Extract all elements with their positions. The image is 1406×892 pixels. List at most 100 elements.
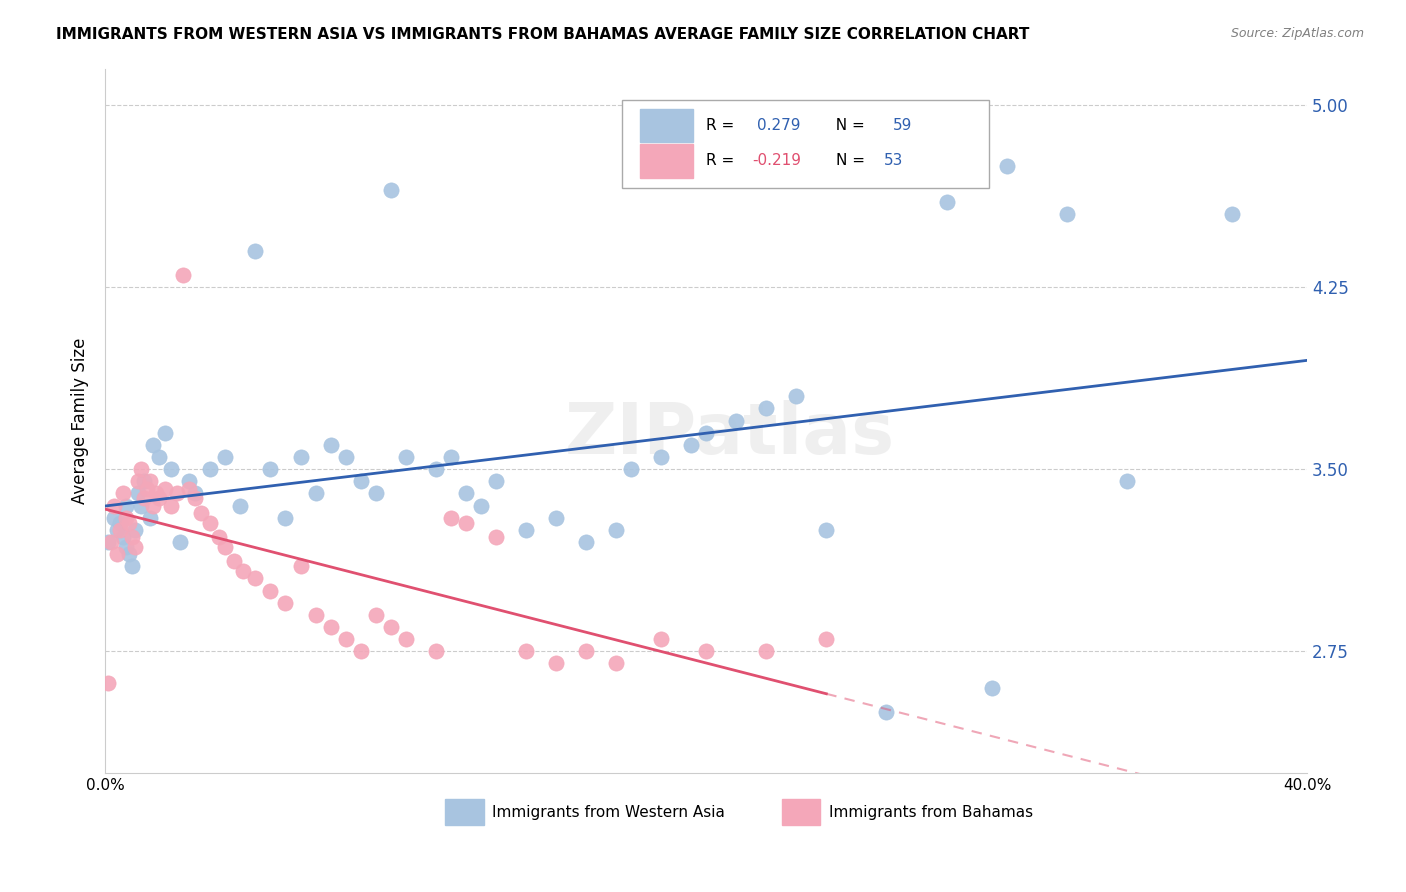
- Point: [100, 535, 122, 549]
- Point: [425, 462, 447, 476]
- Point: [160, 499, 183, 513]
- Point: [118, 547, 141, 561]
- Point: [115, 510, 138, 524]
- Text: 59: 59: [893, 118, 912, 133]
- Point: [97, 675, 120, 690]
- Point: [319, 620, 342, 634]
- Point: [755, 644, 778, 658]
- Point: [274, 510, 297, 524]
- Point: [115, 540, 138, 554]
- Point: [224, 554, 246, 568]
- Point: [485, 475, 508, 489]
- Point: [124, 540, 146, 554]
- Text: Immigrants from Western Asia: Immigrants from Western Asia: [492, 805, 725, 820]
- Point: [259, 462, 281, 476]
- Point: [184, 491, 207, 506]
- Point: [245, 571, 267, 585]
- Point: [155, 425, 177, 440]
- Text: N =: N =: [827, 118, 870, 133]
- Point: [139, 510, 162, 524]
- Point: [214, 450, 236, 464]
- Point: [364, 607, 387, 622]
- Text: IMMIGRANTS FROM WESTERN ASIA VS IMMIGRANTS FROM BAHAMAS AVERAGE FAMILY SIZE CORR: IMMIGRANTS FROM WESTERN ASIA VS IMMIGRAN…: [56, 27, 1029, 42]
- Point: [304, 486, 326, 500]
- Point: [214, 540, 236, 554]
- Point: [103, 510, 125, 524]
- Point: [364, 486, 387, 500]
- Point: [103, 499, 125, 513]
- Point: [454, 486, 477, 500]
- Point: [148, 491, 170, 506]
- Point: [290, 559, 312, 574]
- Text: R =: R =: [706, 118, 740, 133]
- Text: N =: N =: [837, 153, 870, 169]
- Point: [380, 183, 402, 197]
- Point: [395, 632, 418, 646]
- Point: [179, 482, 201, 496]
- Text: R =: R =: [706, 153, 740, 169]
- Point: [470, 499, 492, 513]
- Point: [650, 632, 672, 646]
- Point: [245, 244, 267, 258]
- Point: [274, 596, 297, 610]
- Point: [875, 705, 897, 719]
- Point: [935, 195, 957, 210]
- Point: [190, 506, 212, 520]
- Point: [112, 530, 135, 544]
- Point: [155, 482, 177, 496]
- Point: [148, 450, 170, 464]
- Point: [110, 523, 132, 537]
- FancyBboxPatch shape: [621, 100, 988, 188]
- Point: [105, 547, 128, 561]
- Point: [142, 499, 165, 513]
- Point: [349, 475, 371, 489]
- Point: [425, 644, 447, 658]
- Point: [200, 516, 222, 530]
- Point: [349, 644, 371, 658]
- Point: [136, 482, 159, 496]
- Point: [97, 535, 120, 549]
- Point: [319, 438, 342, 452]
- FancyBboxPatch shape: [640, 144, 693, 178]
- Point: [124, 523, 146, 537]
- Point: [440, 510, 463, 524]
- Text: ZIPatlas: ZIPatlas: [565, 401, 896, 469]
- Text: 0.279: 0.279: [756, 118, 800, 133]
- Point: [139, 475, 162, 489]
- Point: [229, 499, 252, 513]
- FancyBboxPatch shape: [446, 799, 484, 825]
- Point: [169, 535, 191, 549]
- Point: [166, 486, 188, 500]
- Point: [695, 425, 717, 440]
- Point: [184, 486, 207, 500]
- Point: [112, 486, 135, 500]
- Text: Source: ZipAtlas.com: Source: ZipAtlas.com: [1230, 27, 1364, 40]
- Point: [695, 644, 717, 658]
- Y-axis label: Average Family Size: Average Family Size: [72, 337, 89, 504]
- Point: [129, 462, 152, 476]
- Point: [232, 564, 254, 578]
- Point: [544, 510, 567, 524]
- Point: [544, 657, 567, 671]
- Point: [575, 535, 598, 549]
- Point: [515, 523, 537, 537]
- Point: [815, 632, 838, 646]
- Point: [290, 450, 312, 464]
- Point: [395, 450, 418, 464]
- Text: Immigrants from Bahamas: Immigrants from Bahamas: [828, 805, 1033, 820]
- Point: [995, 159, 1018, 173]
- Point: [121, 530, 143, 544]
- Point: [620, 462, 643, 476]
- Point: [118, 516, 141, 530]
- Point: [145, 486, 167, 500]
- Point: [160, 462, 183, 476]
- Point: [134, 475, 156, 489]
- Point: [815, 523, 838, 537]
- Point: [440, 450, 463, 464]
- Text: -0.219: -0.219: [752, 153, 801, 169]
- Point: [304, 607, 326, 622]
- FancyBboxPatch shape: [640, 109, 693, 143]
- Point: [127, 475, 149, 489]
- Point: [110, 516, 132, 530]
- Text: 53: 53: [884, 153, 904, 169]
